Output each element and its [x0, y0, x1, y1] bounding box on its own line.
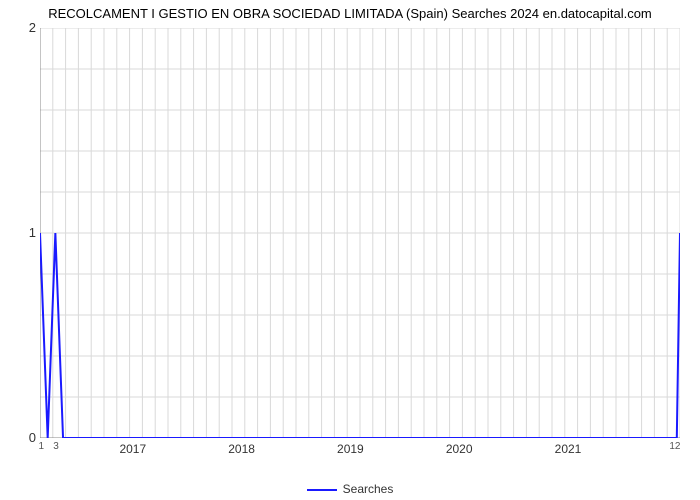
y-tick-label: 1	[18, 225, 36, 240]
y-tick-label: 0	[18, 430, 36, 445]
chart-title: RECOLCAMENT I GESTIO EN OBRA SOCIEDAD LI…	[0, 6, 700, 21]
x-tick-label: 2017	[119, 442, 146, 456]
x-index-tick: 12	[669, 441, 680, 452]
x-index-tick: 1	[38, 441, 44, 452]
legend-label: Searches	[343, 482, 394, 496]
x-index-tick: 3	[53, 441, 59, 452]
x-tick-label: 2021	[555, 442, 582, 456]
series-layer	[40, 28, 680, 438]
plot-area: 012201720182019202020211312	[40, 28, 680, 438]
x-tick-label: 2018	[228, 442, 255, 456]
legend: Searches	[0, 482, 700, 496]
legend-swatch	[307, 489, 337, 491]
y-tick-label: 2	[18, 20, 36, 35]
x-tick-label: 2020	[446, 442, 473, 456]
x-tick-label: 2019	[337, 442, 364, 456]
